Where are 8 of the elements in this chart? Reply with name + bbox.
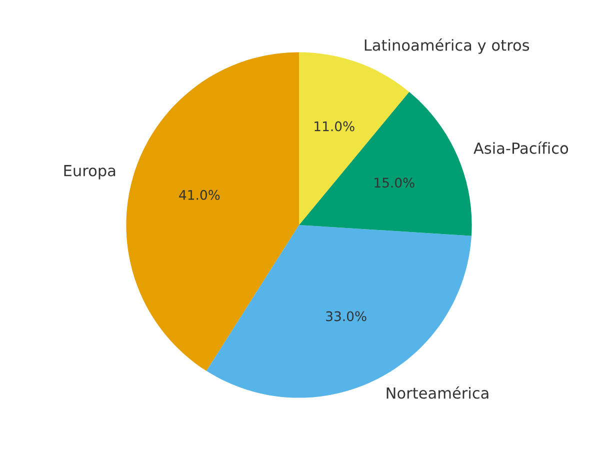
data-label: 33.0% [326,311,366,322]
slice-label: Latinoamérica y otros [364,38,530,54]
data-label: 11.0% [314,121,354,132]
slice-label: Norteamérica [386,386,488,399]
slice-label: Europa [64,165,116,180]
data-label: 41.0% [179,190,220,200]
slice-label: Asia-Pacífico [474,142,568,154]
data-label: 15.0% [374,178,414,188]
